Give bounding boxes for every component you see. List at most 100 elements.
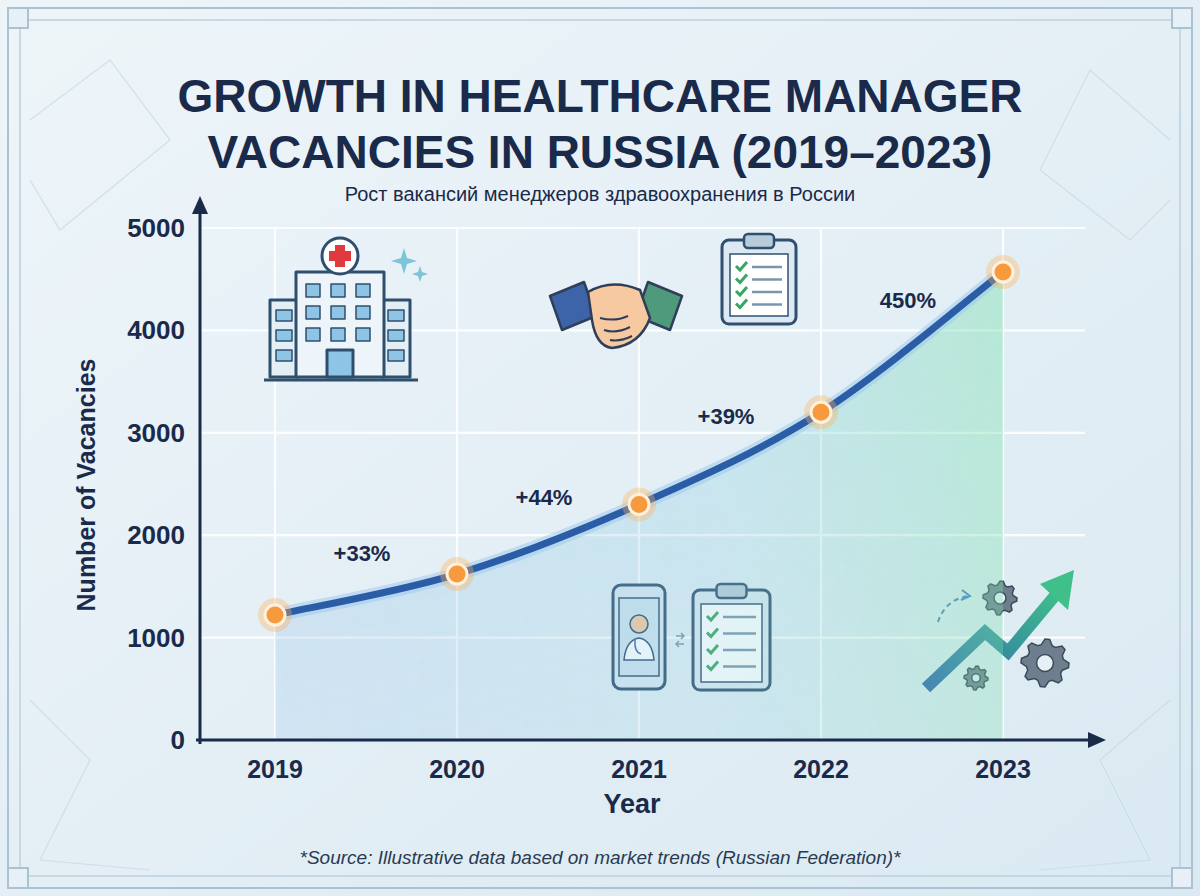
grid [200,228,1085,740]
page: {"chart_data": {"type": "line", "title":… [0,0,1200,896]
window [388,310,404,321]
y-tick-label: 0 [171,725,185,755]
x-axis-title: Year [603,789,661,819]
window [331,306,345,319]
check [736,287,747,295]
cross [329,251,351,261]
marker-glow [986,255,1020,289]
x-axis-arrow [1088,732,1106,748]
window [356,328,370,341]
annotation: +39% [698,404,755,429]
y-tick-label: 1000 [127,623,185,653]
frame-corner [8,868,28,888]
annotation: +33% [334,541,391,566]
deco-line [1040,700,1170,870]
annotation: +44% [516,485,573,510]
window [276,330,292,341]
marker [265,605,285,625]
window [356,306,370,319]
area [275,272,1003,740]
deco-line [30,700,150,870]
ground [264,379,418,382]
x-tick-label: 2022 [793,755,849,783]
window [356,284,370,297]
clipboard-paper [730,254,788,316]
window [306,284,320,297]
title: GROWTH IN HEALTHCARE MANAGERVACANCIES IN… [178,70,1023,178]
line-glow [275,272,1003,615]
window [331,328,345,341]
window [276,310,292,321]
growth-arrow-head [1040,570,1074,610]
check-line [752,291,782,294]
data-layer [258,255,1020,740]
frame-inner [20,20,1180,876]
hospital-wing [382,300,410,377]
window [276,350,292,361]
clipboard-clip [744,234,774,248]
background [0,0,1200,896]
x-tick-label: 2019 [247,755,303,783]
marker-glow [440,557,474,591]
x-axis-line [196,739,1090,742]
frame-outer [8,8,1192,888]
marker [811,402,831,422]
check [736,262,747,270]
annotation: 450% [880,288,936,313]
window [306,306,320,319]
background-lines [30,60,1170,870]
y-tick-label: 3000 [127,418,185,448]
fingers [600,316,632,341]
marker-glow [258,598,292,632]
marker [629,494,649,514]
marker [993,262,1013,282]
sparkle [391,248,428,282]
window [331,284,345,297]
frame-corner [8,8,28,28]
window [388,350,404,361]
gear-hub [1037,655,1054,672]
deco-line [1040,70,1170,240]
deco-line [30,60,170,230]
marker-glow [622,487,656,521]
window [388,330,404,341]
axes [192,196,1106,748]
clipboard-board [722,240,796,324]
hospital-icon [264,238,418,380]
chart-canvas: GROWTH IN HEALTHCARE MANAGERVACANCIES IN… [0,0,1200,896]
grid-line-y [200,227,1085,229]
y-tick-label: 4000 [127,315,185,345]
frame-corner [1172,8,1192,28]
clipboard-icon [722,234,796,324]
marker [447,564,467,584]
y-tick-label: 5000 [127,213,185,243]
source-note: *Source: Illustrative data based on mark… [300,847,902,868]
check-line [752,303,782,306]
sparkle-star [412,266,428,282]
frame-corner [1172,868,1192,888]
hands [588,284,650,348]
line [275,272,1003,615]
check [736,275,747,283]
hospital-body [296,272,384,377]
y-tick-label: 2000 [127,520,185,550]
check [736,300,747,308]
y-axis-line [199,212,202,744]
handshake-icon [550,282,682,348]
subtitle: Рост вакансий менеджеров здравоохранения… [345,183,855,205]
window [306,328,320,341]
check-line [752,278,782,281]
door [327,350,353,377]
hospital-sign [322,238,358,274]
x-tick-label: 2023 [975,755,1031,783]
gear [1021,639,1069,687]
x-tick-label: 2021 [611,755,667,783]
title-line: GROWTH IN HEALTHCARE MANAGER [178,70,1023,122]
x-tick-label: 2020 [429,755,485,783]
hospital-wing [270,300,298,377]
y-axis-arrow [192,196,208,214]
title-line: VACANCIES IN RUSSIA (2019–2023) [208,126,993,178]
sparkle-star [391,248,417,274]
marker-glow [804,395,838,429]
y-axis-title: Number of Vacancies [72,359,100,612]
